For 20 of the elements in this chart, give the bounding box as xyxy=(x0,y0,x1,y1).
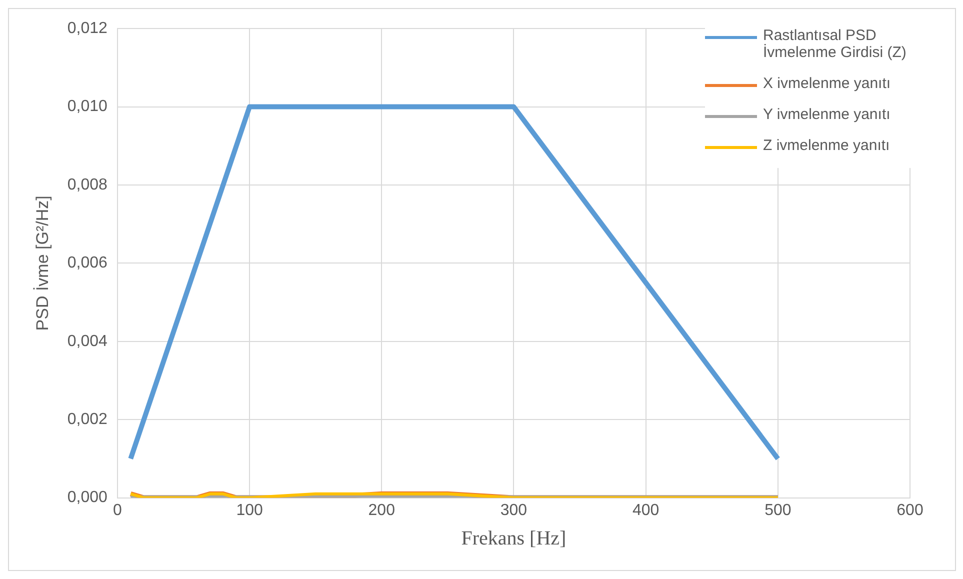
x-tick-label: 0 xyxy=(112,502,122,519)
x-tick-label: 300 xyxy=(500,502,528,519)
x-tick-label: 100 xyxy=(236,502,263,519)
legend-label: Rastlantısal PSD İvmelenme Girdisi (Z) xyxy=(763,27,908,61)
x-tick-label: 200 xyxy=(368,502,396,519)
y-tick-label: 0,008 xyxy=(67,176,108,194)
y-tick-label: 0,002 xyxy=(67,411,108,428)
y-axis-title: PSD İvme [G²/Hz] xyxy=(32,196,52,331)
legend-label: X ivmelenme yanıtı xyxy=(763,75,891,92)
legend-label: Y ivmelenme yanıtı xyxy=(763,106,890,123)
y-tick-label: 0,000 xyxy=(67,489,108,506)
y-tick-label: 0,012 xyxy=(67,20,108,38)
y-tick-label: 0,010 xyxy=(67,98,108,116)
x-tick-label: 500 xyxy=(764,502,792,519)
x-tick-label: 600 xyxy=(896,502,924,519)
x-tick-label: 400 xyxy=(632,502,660,519)
legend-label: Z ivmelenme yanıtı xyxy=(763,137,890,154)
y-tick-label: 0,004 xyxy=(67,332,108,350)
y-tick-label: 0,006 xyxy=(67,254,108,272)
x-axis-title: Frekans [Hz] xyxy=(461,527,566,550)
